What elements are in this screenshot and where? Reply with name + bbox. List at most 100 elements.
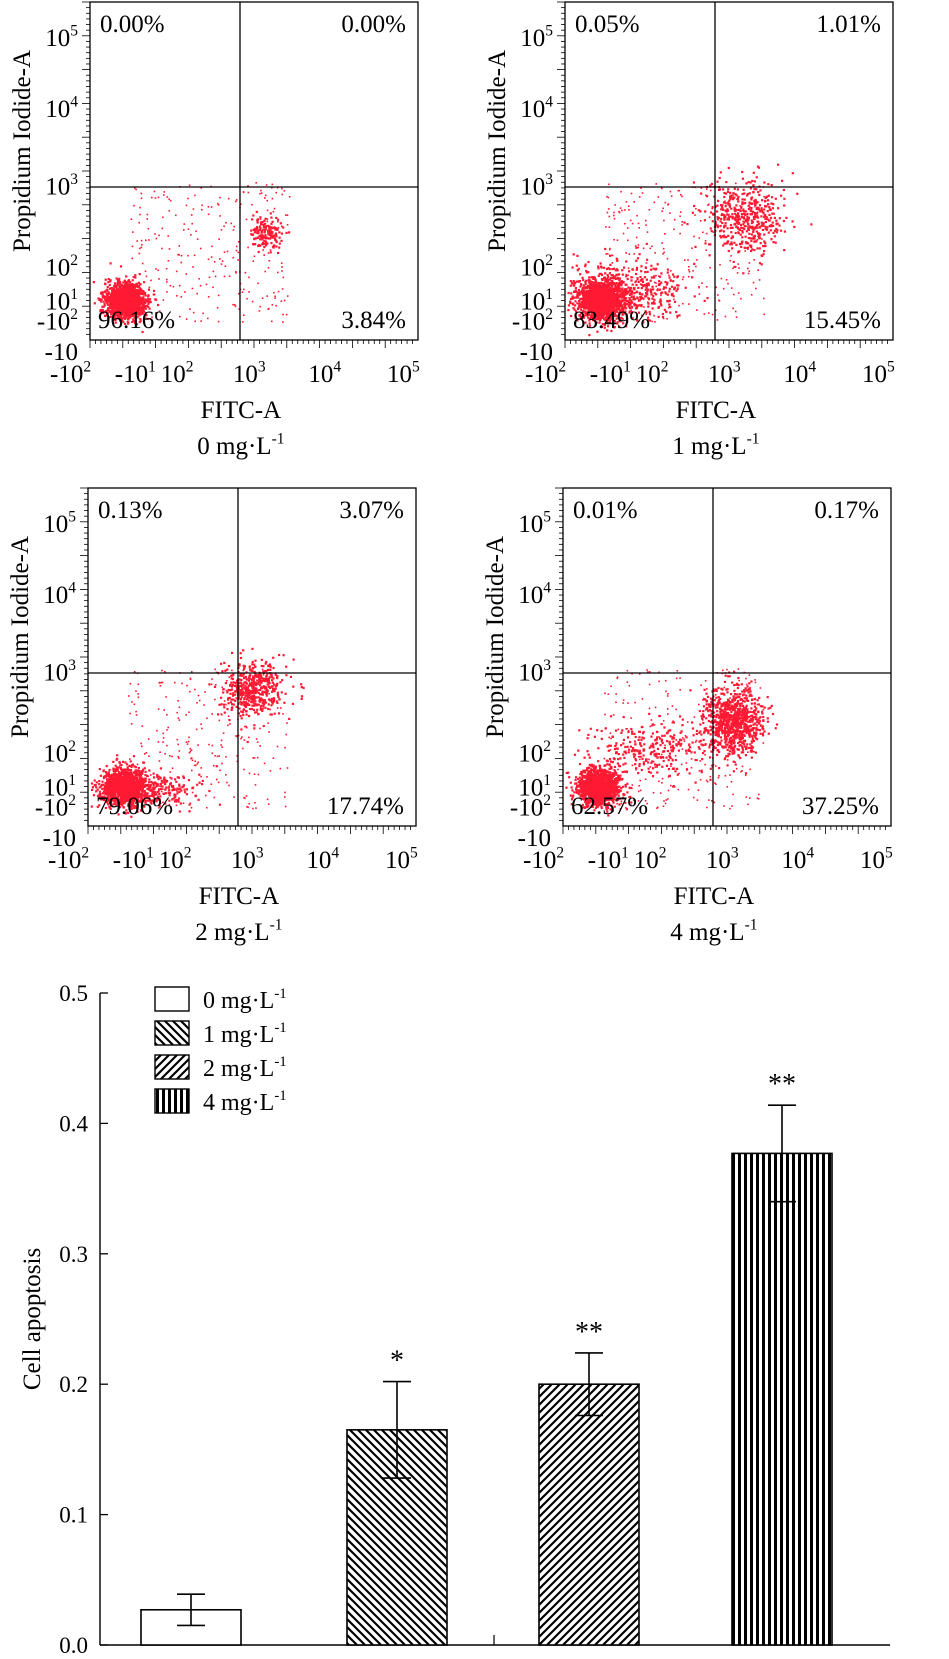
dot	[263, 219, 266, 222]
dot	[250, 233, 253, 236]
dot-scatter	[763, 297, 765, 300]
dot	[119, 295, 122, 298]
dot	[596, 297, 599, 300]
dot	[661, 313, 664, 316]
dot	[255, 210, 258, 213]
dot	[741, 170, 744, 174]
dot	[114, 319, 117, 322]
dot	[730, 241, 733, 244]
dot	[615, 297, 618, 300]
dot-scatter	[719, 263, 721, 266]
dot	[124, 298, 127, 301]
dot-scatter	[679, 232, 681, 235]
dot-scatter	[722, 287, 725, 290]
dot	[766, 210, 769, 213]
dot-scatter	[625, 273, 627, 276]
dot	[570, 282, 574, 285]
dot	[107, 307, 110, 310]
dot	[763, 233, 766, 236]
dot	[579, 283, 583, 286]
dot	[764, 241, 767, 244]
dot	[120, 294, 124, 297]
dot-scatter	[705, 232, 708, 235]
dot	[124, 296, 127, 300]
dot	[757, 166, 761, 169]
dot	[127, 316, 130, 319]
dot	[110, 306, 113, 309]
dot	[633, 292, 636, 295]
dot	[571, 302, 574, 305]
dot-scatter	[613, 214, 615, 217]
dot	[615, 310, 619, 313]
dot	[594, 318, 597, 321]
dot-scatter	[641, 192, 644, 194]
dot	[733, 241, 736, 244]
dot	[660, 272, 663, 275]
dot-scatter	[691, 247, 693, 249]
dot-scatter	[185, 273, 188, 275]
dot	[126, 311, 129, 314]
dot-scatter	[217, 320, 220, 323]
dot	[764, 220, 767, 224]
dot	[630, 293, 633, 296]
dot-scatter	[244, 271, 247, 274]
dot	[626, 277, 629, 281]
dot	[725, 235, 728, 239]
dot	[125, 275, 128, 278]
dot	[122, 290, 125, 294]
dot-scatter	[669, 190, 672, 193]
dot	[610, 283, 613, 286]
dot	[127, 298, 130, 301]
dot	[124, 300, 127, 303]
dot	[576, 302, 579, 305]
dot	[675, 289, 678, 292]
dot	[625, 297, 628, 300]
dot	[751, 220, 754, 224]
dot-scatter	[605, 253, 607, 255]
dot-scatter	[624, 222, 626, 225]
dot-scatter	[179, 315, 181, 318]
dot-scatter	[666, 318, 668, 320]
dot	[684, 286, 687, 289]
dot-scatter	[263, 254, 265, 256]
dot-scatter	[758, 279, 761, 281]
dot	[587, 292, 590, 295]
dot-scatter	[698, 285, 700, 288]
dot	[273, 244, 276, 247]
dot-scatter	[176, 295, 178, 297]
dot	[135, 289, 138, 292]
dot-scatter	[706, 188, 708, 190]
dot	[271, 234, 275, 238]
dot	[610, 303, 613, 306]
dot-scatter	[274, 297, 276, 299]
dot	[288, 231, 291, 234]
cluster-upper-right	[683, 163, 813, 275]
dot	[261, 238, 264, 241]
dot	[250, 229, 253, 232]
dot	[602, 283, 605, 286]
dot-scatter	[185, 204, 188, 207]
dot	[136, 292, 139, 295]
dot	[275, 228, 278, 231]
dot-scatter	[169, 284, 172, 287]
dot	[727, 203, 730, 206]
dot	[581, 288, 584, 291]
dot	[736, 197, 740, 200]
dot	[754, 214, 757, 217]
dot	[600, 325, 604, 329]
dot	[270, 235, 273, 238]
dot-scatter	[207, 258, 210, 261]
dot	[262, 225, 265, 228]
dot	[612, 297, 615, 300]
dot	[141, 302, 144, 305]
dot	[748, 225, 751, 228]
dot	[754, 203, 757, 207]
dot	[647, 302, 650, 305]
dot	[610, 288, 613, 291]
dot-scatter	[622, 232, 625, 235]
dot	[634, 280, 637, 283]
x-tick-label: 105	[862, 359, 895, 389]
dot	[257, 244, 260, 248]
dot	[617, 301, 620, 304]
dot	[748, 201, 751, 204]
